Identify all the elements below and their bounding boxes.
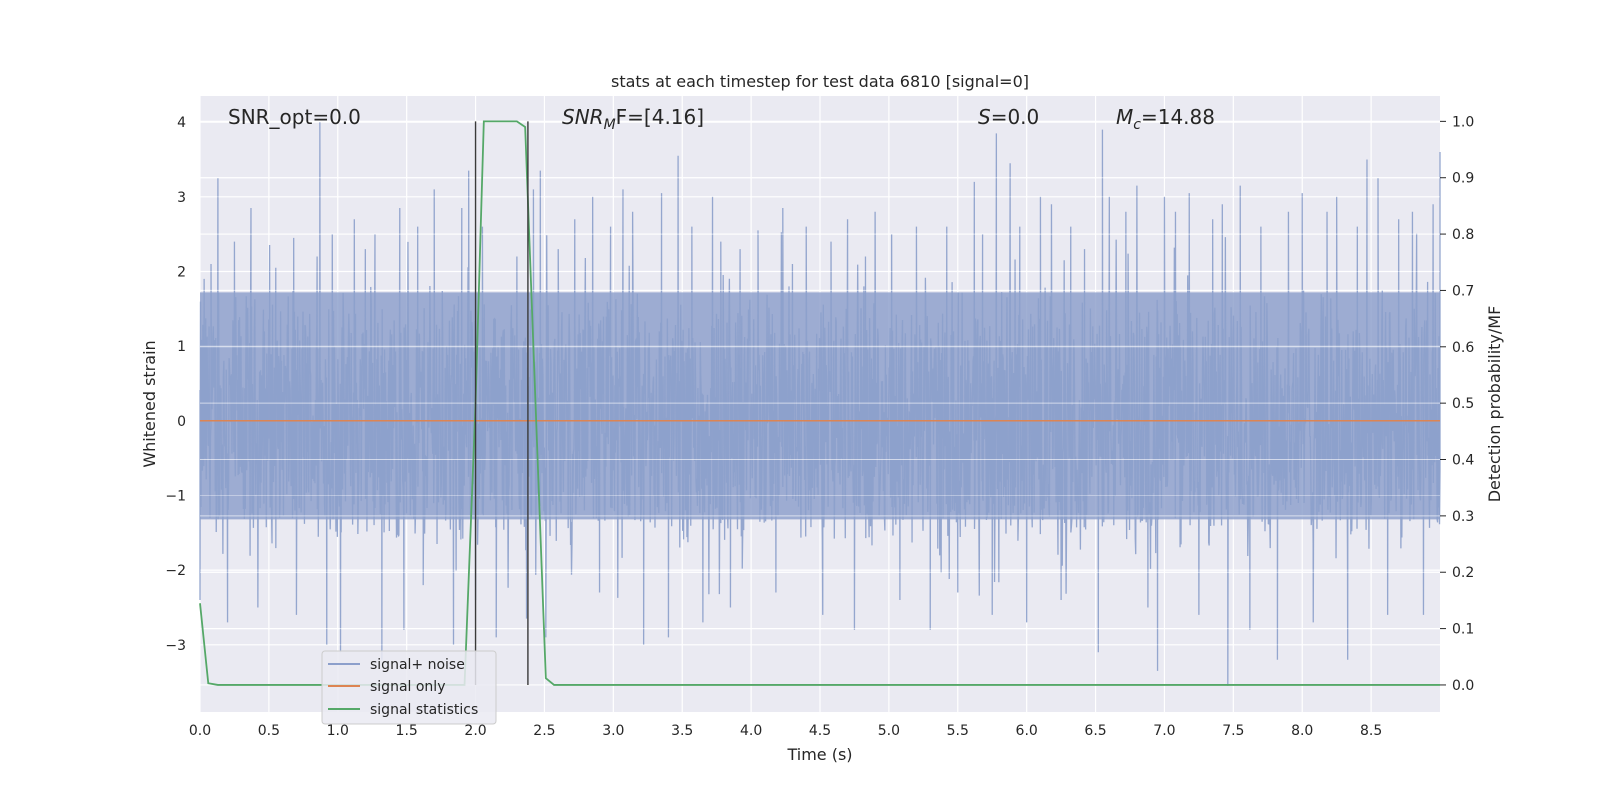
y2-tick-label: 1.0 — [1452, 114, 1474, 130]
y2-tick-label: 0.2 — [1452, 565, 1474, 581]
x-tick-label: 3.5 — [671, 723, 693, 739]
signal-statistics-line — [199, 120, 1440, 686]
y2-tick-label: 0.4 — [1452, 453, 1474, 469]
x-tick-label: 0.5 — [258, 723, 280, 739]
legend-label-signal-only: signal only — [370, 679, 445, 695]
y-tick-label: 0 — [177, 414, 186, 430]
annotation-snr-mf: SNRMF=[4.16] — [562, 105, 704, 133]
y-tick-label: 2 — [177, 264, 186, 280]
x-tick-label: 6.0 — [1016, 723, 1038, 739]
x-tick-label: 5.0 — [878, 723, 900, 739]
chart-title: stats at each timestep for test data 681… — [611, 72, 1029, 91]
x-tick-label: 5.5 — [947, 723, 969, 739]
annotation-mc-value: =14.88 — [1141, 105, 1215, 129]
x-tick-label: 7.5 — [1222, 723, 1244, 739]
x-tick-label: 3.0 — [602, 723, 624, 739]
annotation-snr-mf-sub: M — [604, 117, 616, 133]
legend: signal+ noise signal only signal statist… — [321, 650, 497, 725]
annotation-s-value: =0.0 — [991, 105, 1040, 129]
y-tick-label: −1 — [165, 488, 186, 504]
x-tick-label: 7.0 — [1153, 723, 1175, 739]
annotation-mc-base: M — [1116, 105, 1133, 129]
x-tick-label: 2.0 — [464, 723, 486, 739]
tick-labels: 0.0 0.5 1.0 1.5 2.0 2.5 3.0 3.5 4.0 4.5 5.0 5.5 6.0 6… — [165, 114, 1474, 739]
annotation-mc: Mc=14.88 — [1116, 105, 1215, 133]
annotation-s: S=0.0 — [978, 105, 1039, 129]
y2-tick-label: 0.1 — [1452, 622, 1474, 638]
x-tick-label: 0.0 — [189, 723, 211, 739]
legend-label-signal-statistics: signal statistics — [370, 702, 478, 718]
annotation-snr-mf-rest: F=[4.16] — [616, 105, 704, 129]
x-axis-label: Time (s) — [786, 745, 852, 764]
annotation-snr-mf-base: SNR — [562, 105, 604, 129]
annotation-s-label: S — [978, 105, 991, 129]
y2-tick-label: 0.8 — [1452, 227, 1474, 243]
y-tick-label: −2 — [165, 563, 186, 579]
x-tick-label: 1.0 — [327, 723, 349, 739]
y2-tick-label: 0.7 — [1452, 283, 1474, 299]
y2-axis-label: Detection probability/MF — [1485, 306, 1504, 503]
annotation-snr-opt: SNR_opt=0.0 — [228, 105, 361, 129]
x-tick-label: 6.5 — [1084, 723, 1106, 739]
y-tick-label: 4 — [177, 115, 186, 131]
y-tick-label: 3 — [177, 190, 186, 206]
annotation-mc-sub: c — [1133, 117, 1141, 133]
legend-box — [321, 650, 497, 725]
y2-tick-label: 0.6 — [1452, 340, 1474, 356]
y2-tick-label: 0.0 — [1452, 678, 1474, 694]
x-tick-label: 4.5 — [809, 723, 831, 739]
x-tick-label: 8.5 — [1360, 723, 1382, 739]
y-tick-label: −3 — [165, 638, 186, 654]
series-lines — [199, 120, 1440, 686]
y2-tick-label: 0.3 — [1452, 509, 1474, 525]
vertical-lines — [474, 121, 529, 685]
y-tick-label: 1 — [177, 339, 186, 355]
series-signal-noise — [199, 120, 1441, 686]
y2-tick-label: 0.5 — [1452, 396, 1474, 412]
y-axis-label: Whitened strain — [140, 340, 159, 467]
legend-label-signal-noise: signal+ noise — [370, 657, 465, 673]
x-tick-label: 8.0 — [1291, 723, 1313, 739]
x-tick-label: 1.5 — [396, 723, 418, 739]
x-tick-label: 4.0 — [740, 723, 762, 739]
x-tick-label: 2.5 — [533, 723, 555, 739]
y2-tick-label: 0.9 — [1452, 171, 1474, 187]
